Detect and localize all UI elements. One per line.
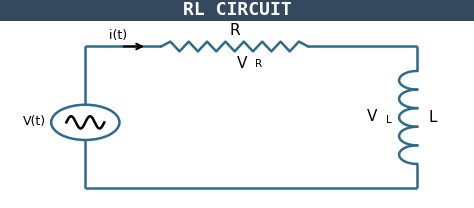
Text: L: L [429,110,438,125]
Text: V(t): V(t) [23,115,46,128]
Text: V: V [237,56,247,71]
Text: RL CIRCUIT: RL CIRCUIT [182,1,292,19]
Text: L: L [386,115,392,125]
Text: R: R [255,59,262,69]
Text: R: R [229,23,240,38]
Text: V: V [367,109,378,124]
FancyBboxPatch shape [0,0,474,21]
Text: i(t): i(t) [109,29,131,42]
